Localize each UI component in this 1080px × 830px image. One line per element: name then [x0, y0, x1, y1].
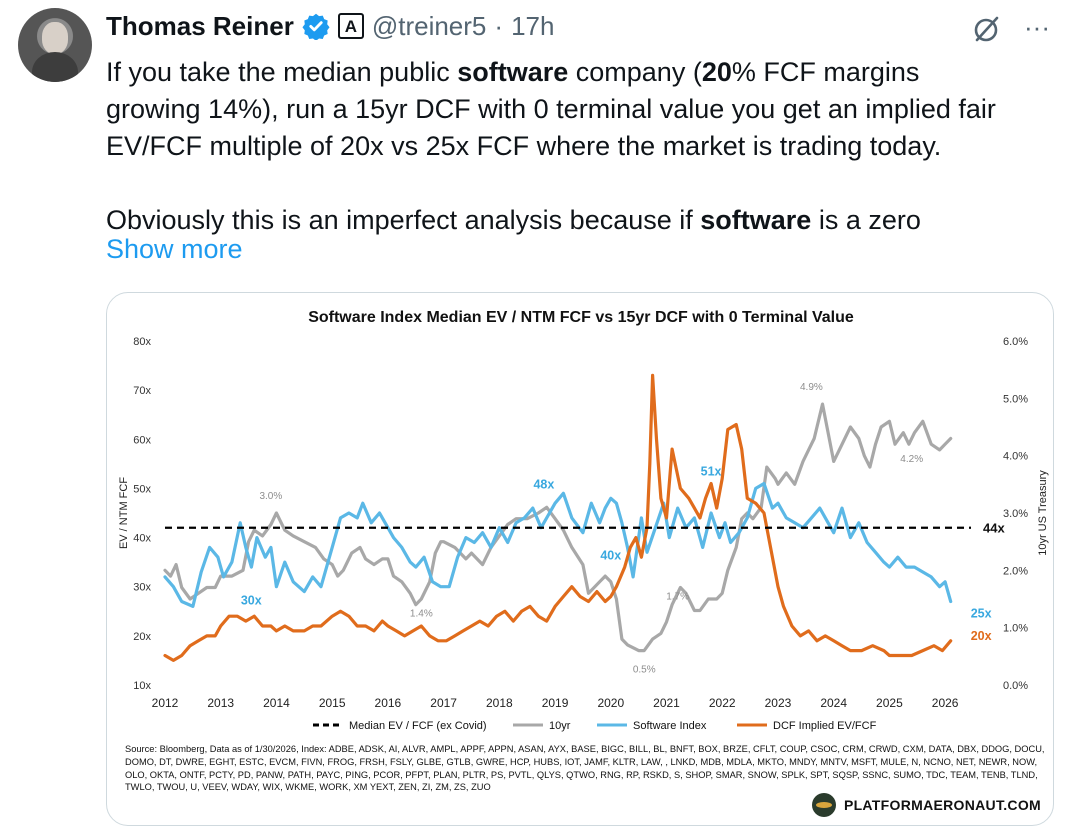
more-options-icon[interactable]: ···: [1024, 12, 1050, 42]
verified-badge-icon: [302, 13, 330, 40]
tweet-text-line: Obviously this is an imperfect analysis …: [106, 202, 1061, 239]
tweet-text-line: If you take the median public software c…: [106, 54, 1061, 91]
y2-tick-label: 4.0%: [1003, 451, 1028, 463]
tweet-text-run: If you take the median public: [106, 57, 458, 87]
reference-line-label: 44x: [983, 521, 1005, 536]
y2-tick-label: 3.0%: [1003, 508, 1028, 520]
x-tick-label: 2018: [486, 696, 513, 710]
tweet-timestamp[interactable]: 17h: [511, 10, 555, 41]
annotation-label: 4.2%: [900, 454, 923, 465]
x-tick-label: 2025: [876, 696, 903, 710]
legend-label: Median EV / FCF (ex Covid): [349, 720, 487, 732]
annotation-label: 1.4%: [410, 609, 433, 620]
x-tick-label: 2013: [207, 696, 234, 710]
chart-brand: PLATFORMAERONAUT.COM: [811, 793, 1041, 817]
tweet-text-run: is a zero: [811, 205, 921, 235]
show-more-link[interactable]: Show more: [106, 234, 243, 264]
tweet-text-line: EV/FCF multiple of 20x vs 25x FCF where …: [106, 128, 1061, 165]
annotation-label: 40x: [600, 549, 621, 563]
x-tick-label: 2019: [542, 696, 569, 710]
x-tick-label: 2024: [820, 696, 847, 710]
chart-image-card[interactable]: Software Index Median EV / NTM FCF vs 15…: [106, 292, 1054, 826]
tweet-header: Thomas Reiner A @treiner5 · 17h: [106, 8, 554, 44]
tweet-text-run: growing 14%), run a 15yr DCF with 0 term…: [106, 94, 996, 124]
legend-label: 10yr: [549, 720, 571, 732]
affiliation-badge-icon[interactable]: A: [337, 13, 364, 39]
series-line-dcf-implied: [163, 373, 953, 662]
chart-canvas: Software Index Median EV / NTM FCF vs 15…: [118, 309, 1049, 732]
brand-name: PLATFORMAERONAUT.COM: [843, 797, 1041, 813]
tweet-text-run: company (: [568, 57, 702, 87]
annotation-label: 3.0%: [259, 491, 282, 502]
annotation-label: 48x: [533, 477, 554, 491]
tweet-text-run: Obviously this is an imperfect analysis …: [106, 205, 701, 235]
x-tick-label: 2017: [430, 696, 457, 710]
x-tick-label: 2023: [765, 696, 792, 710]
y-axis-title: EV / NTM FCF: [118, 477, 130, 549]
paragraph-gap: [106, 165, 1061, 202]
series-line-software-index: [163, 481, 953, 608]
tweet-text-line: growing 14%), run a 15yr DCF with 0 term…: [106, 91, 1061, 128]
tweet-text-bold: software: [457, 57, 569, 87]
chart-title: Software Index Median EV / NTM FCF vs 15…: [308, 309, 854, 326]
chart-source-note: Source: Bloomberg, Data as of 1/30/2026,…: [125, 744, 1045, 793]
y2-axis-title: 10yr US Treasury: [1037, 470, 1049, 556]
y2-tick-label: 2.0%: [1003, 565, 1028, 577]
annotation-label: 30x: [241, 594, 262, 608]
annotation-label: 4.9%: [800, 382, 823, 393]
y-tick-label: 20x: [133, 631, 151, 643]
avatar-body: [32, 52, 78, 82]
annotation-label: 1.7%: [666, 592, 689, 603]
x-tick-label: 2012: [152, 696, 179, 710]
annotation-label: 20x: [971, 629, 992, 643]
tweet-body: If you take the median public software c…: [106, 54, 1061, 239]
brand-logo-icon: [811, 793, 836, 817]
x-tick-label: 2020: [597, 696, 624, 710]
x-tick-label: 2015: [319, 696, 346, 710]
x-tick-label: 2016: [375, 696, 402, 710]
author-name[interactable]: Thomas Reiner: [106, 10, 294, 41]
y2-tick-label: 0.0%: [1003, 680, 1028, 692]
y-tick-label: 50x: [133, 483, 151, 495]
x-tick-label: 2026: [932, 696, 959, 710]
x-tick-label: 2014: [263, 696, 290, 710]
header-separator: ·: [494, 10, 504, 41]
legend-label: Software Index: [633, 720, 707, 732]
avatar-head: [42, 22, 68, 54]
tweet-text-run: % FCF margins: [731, 57, 920, 87]
y-tick-label: 10x: [133, 680, 151, 692]
author-avatar[interactable]: [18, 8, 92, 82]
y2-tick-label: 5.0%: [1003, 393, 1028, 405]
y-tick-label: 70x: [133, 385, 151, 397]
grok-icon[interactable]: [970, 12, 1004, 46]
tweet-text-bold: software: [700, 205, 812, 235]
annotation-label: 25x: [971, 606, 992, 620]
y-tick-label: 60x: [133, 434, 151, 446]
y2-tick-label: 1.0%: [1003, 623, 1028, 635]
tweet-text-bold: 20: [701, 57, 732, 87]
legend-label: DCF Implied EV/FCF: [773, 720, 877, 732]
y-tick-label: 40x: [133, 533, 151, 545]
x-tick-label: 2022: [709, 696, 736, 710]
series-line-treasury: [163, 402, 953, 653]
author-handle[interactable]: @treiner5: [371, 10, 487, 41]
y-tick-label: 30x: [133, 582, 151, 594]
tweet-text-run: EV/FCF multiple of 20x vs 25x FCF where …: [106, 131, 942, 161]
annotation-label: 51x: [701, 465, 722, 479]
x-tick-label: 2021: [653, 696, 680, 710]
y-tick-label: 80x: [133, 336, 151, 348]
y2-tick-label: 6.0%: [1003, 336, 1028, 348]
annotation-label: 0.5%: [633, 664, 656, 675]
